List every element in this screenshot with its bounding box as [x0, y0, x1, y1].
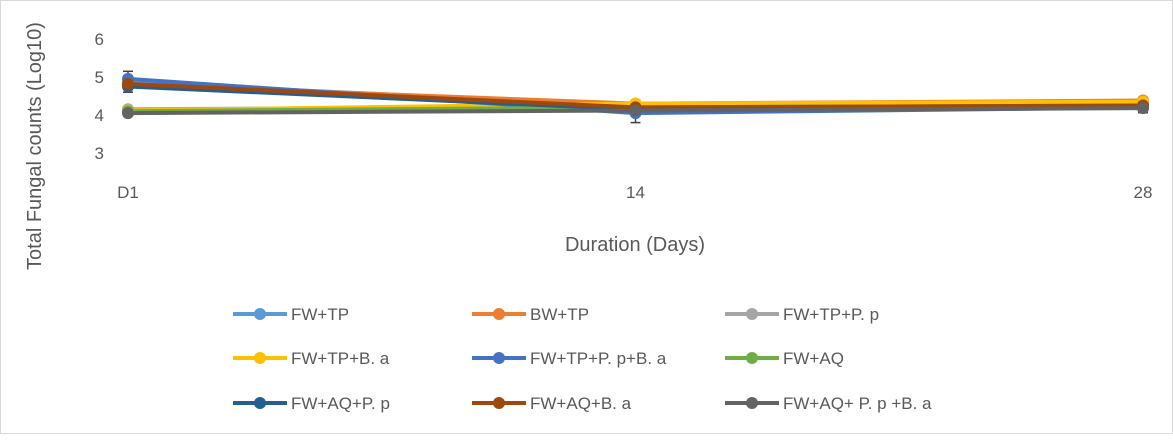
legend-item: FW+TP+B. a: [233, 349, 390, 368]
legend: FW+TP BW+TP FW+TP+P. p FW+TP+B. a FW+TP+P. p…: [233, 305, 932, 413]
legend-label: FW+AQ+B. a: [530, 394, 632, 413]
legend-label: FW+AQ+ P. p +B. a: [783, 394, 932, 413]
legend-item: FW+TP: [233, 305, 349, 324]
legend-item: FW+AQ+P. p: [233, 394, 390, 413]
data-point: [122, 77, 134, 90]
y-tick-label: 4: [95, 106, 104, 125]
legend-marker: [254, 397, 266, 409]
legend-marker: [493, 352, 505, 364]
legend-label: FW+AQ: [783, 349, 844, 368]
x-tick-labels: D1 14 28: [117, 183, 1152, 202]
legend-label: FW+TP+B. a: [291, 349, 390, 368]
legend-item: FW+AQ+ P. p +B. a: [725, 394, 932, 413]
legend-marker: [254, 352, 266, 364]
legend-marker: [493, 397, 505, 409]
x-axis-label: Duration (Days): [565, 234, 705, 256]
data-points-layer: [122, 72, 1149, 120]
y-axis-label: Total Fungal counts (Log10): [24, 22, 46, 270]
legend-item: BW+TP: [472, 305, 589, 324]
legend-label: FW+AQ+P. p: [291, 394, 390, 413]
x-tick-label: 28: [1134, 183, 1153, 202]
y-tick-label: 5: [95, 68, 104, 87]
legend-label: FW+TP: [291, 305, 349, 324]
x-tick-label: 14: [626, 183, 645, 202]
y-tick-label: 3: [95, 144, 104, 163]
y-tick-label: 6: [95, 30, 104, 49]
legend-item: FW+AQ+B. a: [472, 394, 632, 413]
legend-marker: [746, 308, 758, 320]
legend-label: FW+TP+P. p+B. a: [530, 349, 667, 368]
legend-label: FW+TP+P. p: [783, 305, 879, 324]
x-tick-label: D1: [117, 183, 139, 202]
data-point: [1137, 102, 1149, 115]
legend-label: BW+TP: [530, 305, 589, 324]
legend-item: FW+AQ: [725, 349, 844, 368]
data-point: [122, 107, 134, 120]
legend-marker: [254, 308, 266, 320]
data-point: [629, 104, 642, 117]
legend-marker: [746, 397, 758, 409]
legend-item: FW+TP+P. p+B. a: [472, 349, 667, 368]
legend-item: FW+TP+P. p: [725, 305, 879, 324]
y-tick-labels: 3 4 5 6: [95, 30, 104, 163]
legend-marker: [746, 352, 758, 364]
legend-marker: [493, 308, 505, 320]
